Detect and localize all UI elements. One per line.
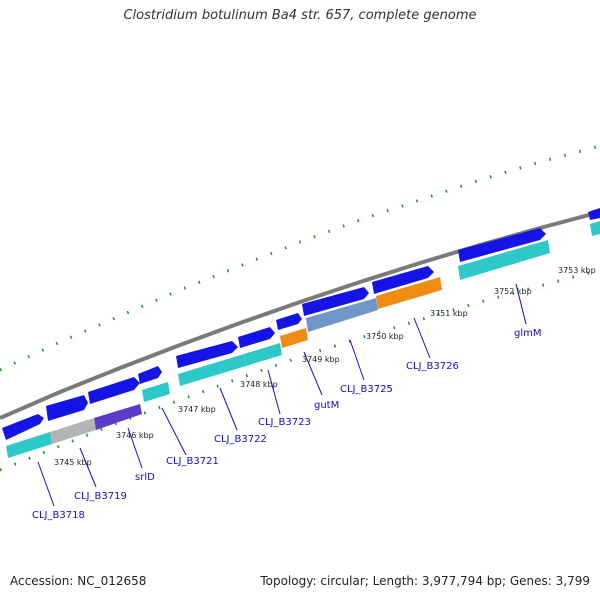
cds-bar[interactable] (178, 354, 246, 386)
scale-label: 3748 kbp (240, 380, 278, 389)
scale-label: 3747 kbp (178, 405, 216, 414)
gene-arrow[interactable] (88, 377, 140, 404)
leader-line (37, 461, 55, 507)
gene-arrow[interactable] (588, 208, 600, 220)
leader-line (219, 387, 238, 431)
cds-bar[interactable] (280, 328, 308, 348)
gene-label[interactable]: gutM (314, 400, 339, 411)
gene-arrow[interactable] (372, 266, 434, 294)
accession-text: Accession: NC_012658 (10, 574, 147, 588)
gene-label[interactable]: srlD (135, 472, 155, 483)
gene-arrow[interactable] (2, 414, 44, 440)
cds-features (6, 221, 600, 458)
scale-label: 3752 kbp (494, 287, 532, 296)
cds-bar[interactable] (590, 221, 600, 236)
forward-genes (2, 208, 600, 440)
cds-bar[interactable] (94, 404, 142, 430)
cds-bar[interactable] (376, 277, 442, 309)
cds-bar[interactable] (244, 343, 282, 366)
cds-bar[interactable] (142, 382, 170, 402)
gene-label[interactable]: glmM (514, 328, 542, 339)
gene-arrow[interactable] (138, 366, 162, 384)
scale-label: 3753 kbp (558, 266, 596, 275)
cds-bar[interactable] (50, 418, 96, 444)
gene-label[interactable]: CLJ_B3725 (340, 384, 393, 395)
scale-label: 3749 kbp (302, 355, 340, 364)
gene-arrow[interactable] (458, 228, 546, 262)
leader-line (127, 427, 143, 469)
leader-line (267, 369, 281, 415)
scale-label: 3746 kbp (116, 431, 154, 440)
gene-label[interactable]: CLJ_B3723 (258, 417, 311, 428)
gene-label[interactable]: CLJ_B3719 (74, 491, 127, 502)
scale-label: 3745 kbp (54, 458, 92, 467)
scale-label: 3751 kbp (430, 309, 468, 318)
gene-label[interactable]: CLJ_B3722 (214, 434, 267, 445)
label-leaders (37, 283, 527, 507)
gene-arrow[interactable] (238, 327, 275, 348)
gene-arrow[interactable] (302, 287, 369, 316)
scale-labels: 3745 kbp 3746 kbp 3747 kbp 3748 kbp 3749… (54, 266, 596, 467)
gene-labels: CLJ_B3718 CLJ_B3719 srlD CLJ_B3721 CLJ_B… (32, 328, 542, 521)
leader-line (349, 339, 365, 381)
gene-label[interactable]: CLJ_B3718 (32, 510, 85, 521)
leader-line (161, 407, 187, 456)
gene-label[interactable]: CLJ_B3721 (166, 456, 219, 467)
genome-stats-text: Topology: circular; Length: 3,977,794 bp… (260, 574, 590, 588)
leader-line (515, 283, 527, 325)
cds-bar[interactable] (306, 298, 378, 332)
gene-label[interactable]: CLJ_B3726 (406, 361, 459, 372)
outer-tick-track (0, 144, 600, 372)
leader-line (79, 447, 97, 488)
gene-arrow[interactable] (46, 395, 88, 421)
genome-title: Clostridium botulinum Ba4 str. 657, comp… (123, 8, 477, 23)
gene-arrow[interactable] (176, 341, 238, 368)
scale-label: 3750 kbp (366, 332, 404, 341)
gene-arrow[interactable] (276, 313, 302, 330)
leader-line (413, 317, 431, 359)
cds-bar[interactable] (458, 240, 550, 280)
leader-line (303, 351, 323, 396)
cds-bar[interactable] (6, 432, 52, 458)
